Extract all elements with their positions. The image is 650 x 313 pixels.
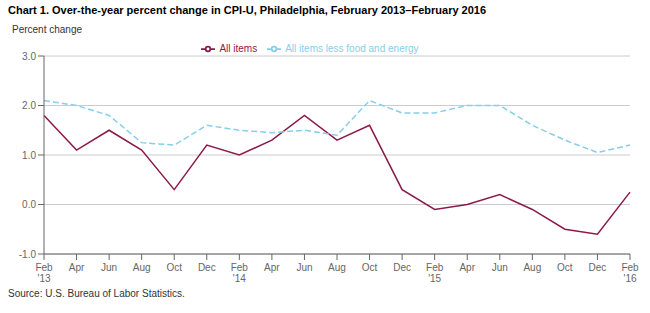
svg-text:Aug: Aug [133,262,151,273]
svg-text:Aug: Aug [328,262,346,273]
svg-text:1.0: 1.0 [22,150,36,161]
html-text:Chart 1. Over-the-year percent: Chart 1. Over-the-year percent change in… [8,4,487,16]
html-text:Percent change: Percent change [12,24,83,35]
svg-text:Feb'16: Feb'16 [621,262,639,284]
svg-text:Apr: Apr [69,262,85,273]
html-text:Source: U.S. Bureau of Labor S: Source: U.S. Bureau of Labor Statistics. [8,288,185,299]
svg-text:Apr: Apr [459,262,475,273]
html-text:All items: All items [219,42,258,54]
svg-text:3.0: 3.0 [22,51,36,62]
svg-text:Oct: Oct [166,262,182,273]
html-text:All items less food and energy: All items less food and energy [285,42,419,54]
svg-text:Oct: Oct [362,262,378,273]
svg-text:Feb'15: Feb'15 [426,262,444,284]
svg-text:Jun: Jun [101,262,117,273]
svg-text:Jun: Jun [296,262,312,273]
svg-text:2.0: 2.0 [22,100,36,111]
svg-text:Oct: Oct [557,262,573,273]
svg-text:Dec: Dec [589,262,607,273]
svg-text:0.0: 0.0 [22,199,36,210]
svg-text:Dec: Dec [393,262,411,273]
svg-text:Feb'13: Feb'13 [35,262,53,284]
svg-text:Apr: Apr [264,262,280,273]
svg-text:-1.0: -1.0 [19,249,37,260]
svg-text:Dec: Dec [198,262,216,273]
svg-text:Jun: Jun [492,262,508,273]
svg-text:Feb'14: Feb'14 [231,262,249,284]
svg-text:Aug: Aug [523,262,541,273]
